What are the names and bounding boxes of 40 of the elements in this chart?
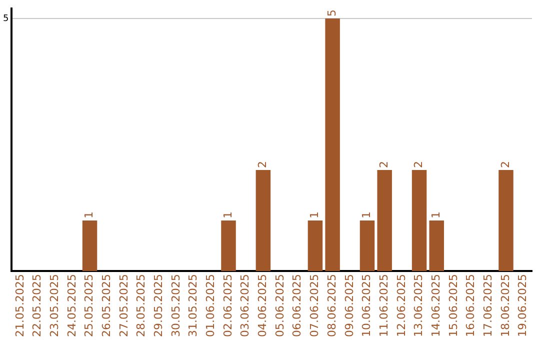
x-tick-label: 14.06.2025 (429, 274, 442, 338)
x-tick-label: 02.06.2025 (221, 274, 234, 338)
x-tick-label: 23.05.2025 (48, 274, 61, 338)
data-label: 1 (82, 212, 96, 219)
x-tick-label: 07.06.2025 (308, 274, 322, 338)
x-tick-label: 09.06.2025 (342, 274, 356, 338)
data-label: 2 (412, 161, 426, 168)
data-label: 2 (498, 161, 512, 168)
x-tick-label: 15.06.2025 (446, 274, 460, 338)
x-tick-label: 26.05.2025 (100, 274, 113, 338)
x-tick-label: 25.05.2025 (82, 274, 96, 338)
x-tick-label: 01.06.2025 (204, 274, 218, 338)
x-tick-label: 28.05.2025 (134, 274, 148, 338)
x-tick-label: 08.06.2025 (325, 274, 338, 338)
x-tick-label: 18.06.2025 (498, 274, 512, 338)
x-tick-label: 27.05.2025 (117, 274, 130, 338)
data-label: 1 (221, 212, 234, 219)
x-tick-label: 24.05.2025 (65, 274, 78, 338)
data-label: 5 (325, 10, 338, 16)
x-tick-label: 29.05.2025 (152, 274, 165, 338)
data-label: 1 (360, 212, 374, 219)
x-tick-label: 19.06.2025 (516, 274, 530, 338)
x-tick-label: 22.05.2025 (30, 274, 44, 338)
x-tick-label: 13.06.2025 (412, 274, 426, 338)
x-tick-label: 11.06.2025 (377, 274, 390, 338)
x-tick-label: 30.05.2025 (169, 274, 182, 338)
x-tick-label: 10.06.2025 (360, 274, 374, 338)
x-tick-label: 16.06.2025 (464, 274, 478, 338)
data-label: 1 (429, 212, 442, 219)
x-tick-label: 17.06.2025 (482, 274, 495, 338)
data-label: 2 (256, 161, 270, 168)
x-tick-label: 05.06.2025 (273, 274, 286, 338)
x-tick-label: 04.06.2025 (256, 274, 270, 338)
x-tick-label: 12.06.2025 (394, 274, 408, 338)
x-tick-label: 31.05.2025 (186, 274, 200, 338)
data-label: 1 (308, 212, 322, 219)
data-label: 2 (377, 161, 390, 168)
x-tick-label: 03.06.2025 (238, 274, 252, 338)
x-tick-label: 06.06.2025 (290, 274, 304, 338)
x-tick-label: 21.05.2025 (13, 274, 26, 338)
